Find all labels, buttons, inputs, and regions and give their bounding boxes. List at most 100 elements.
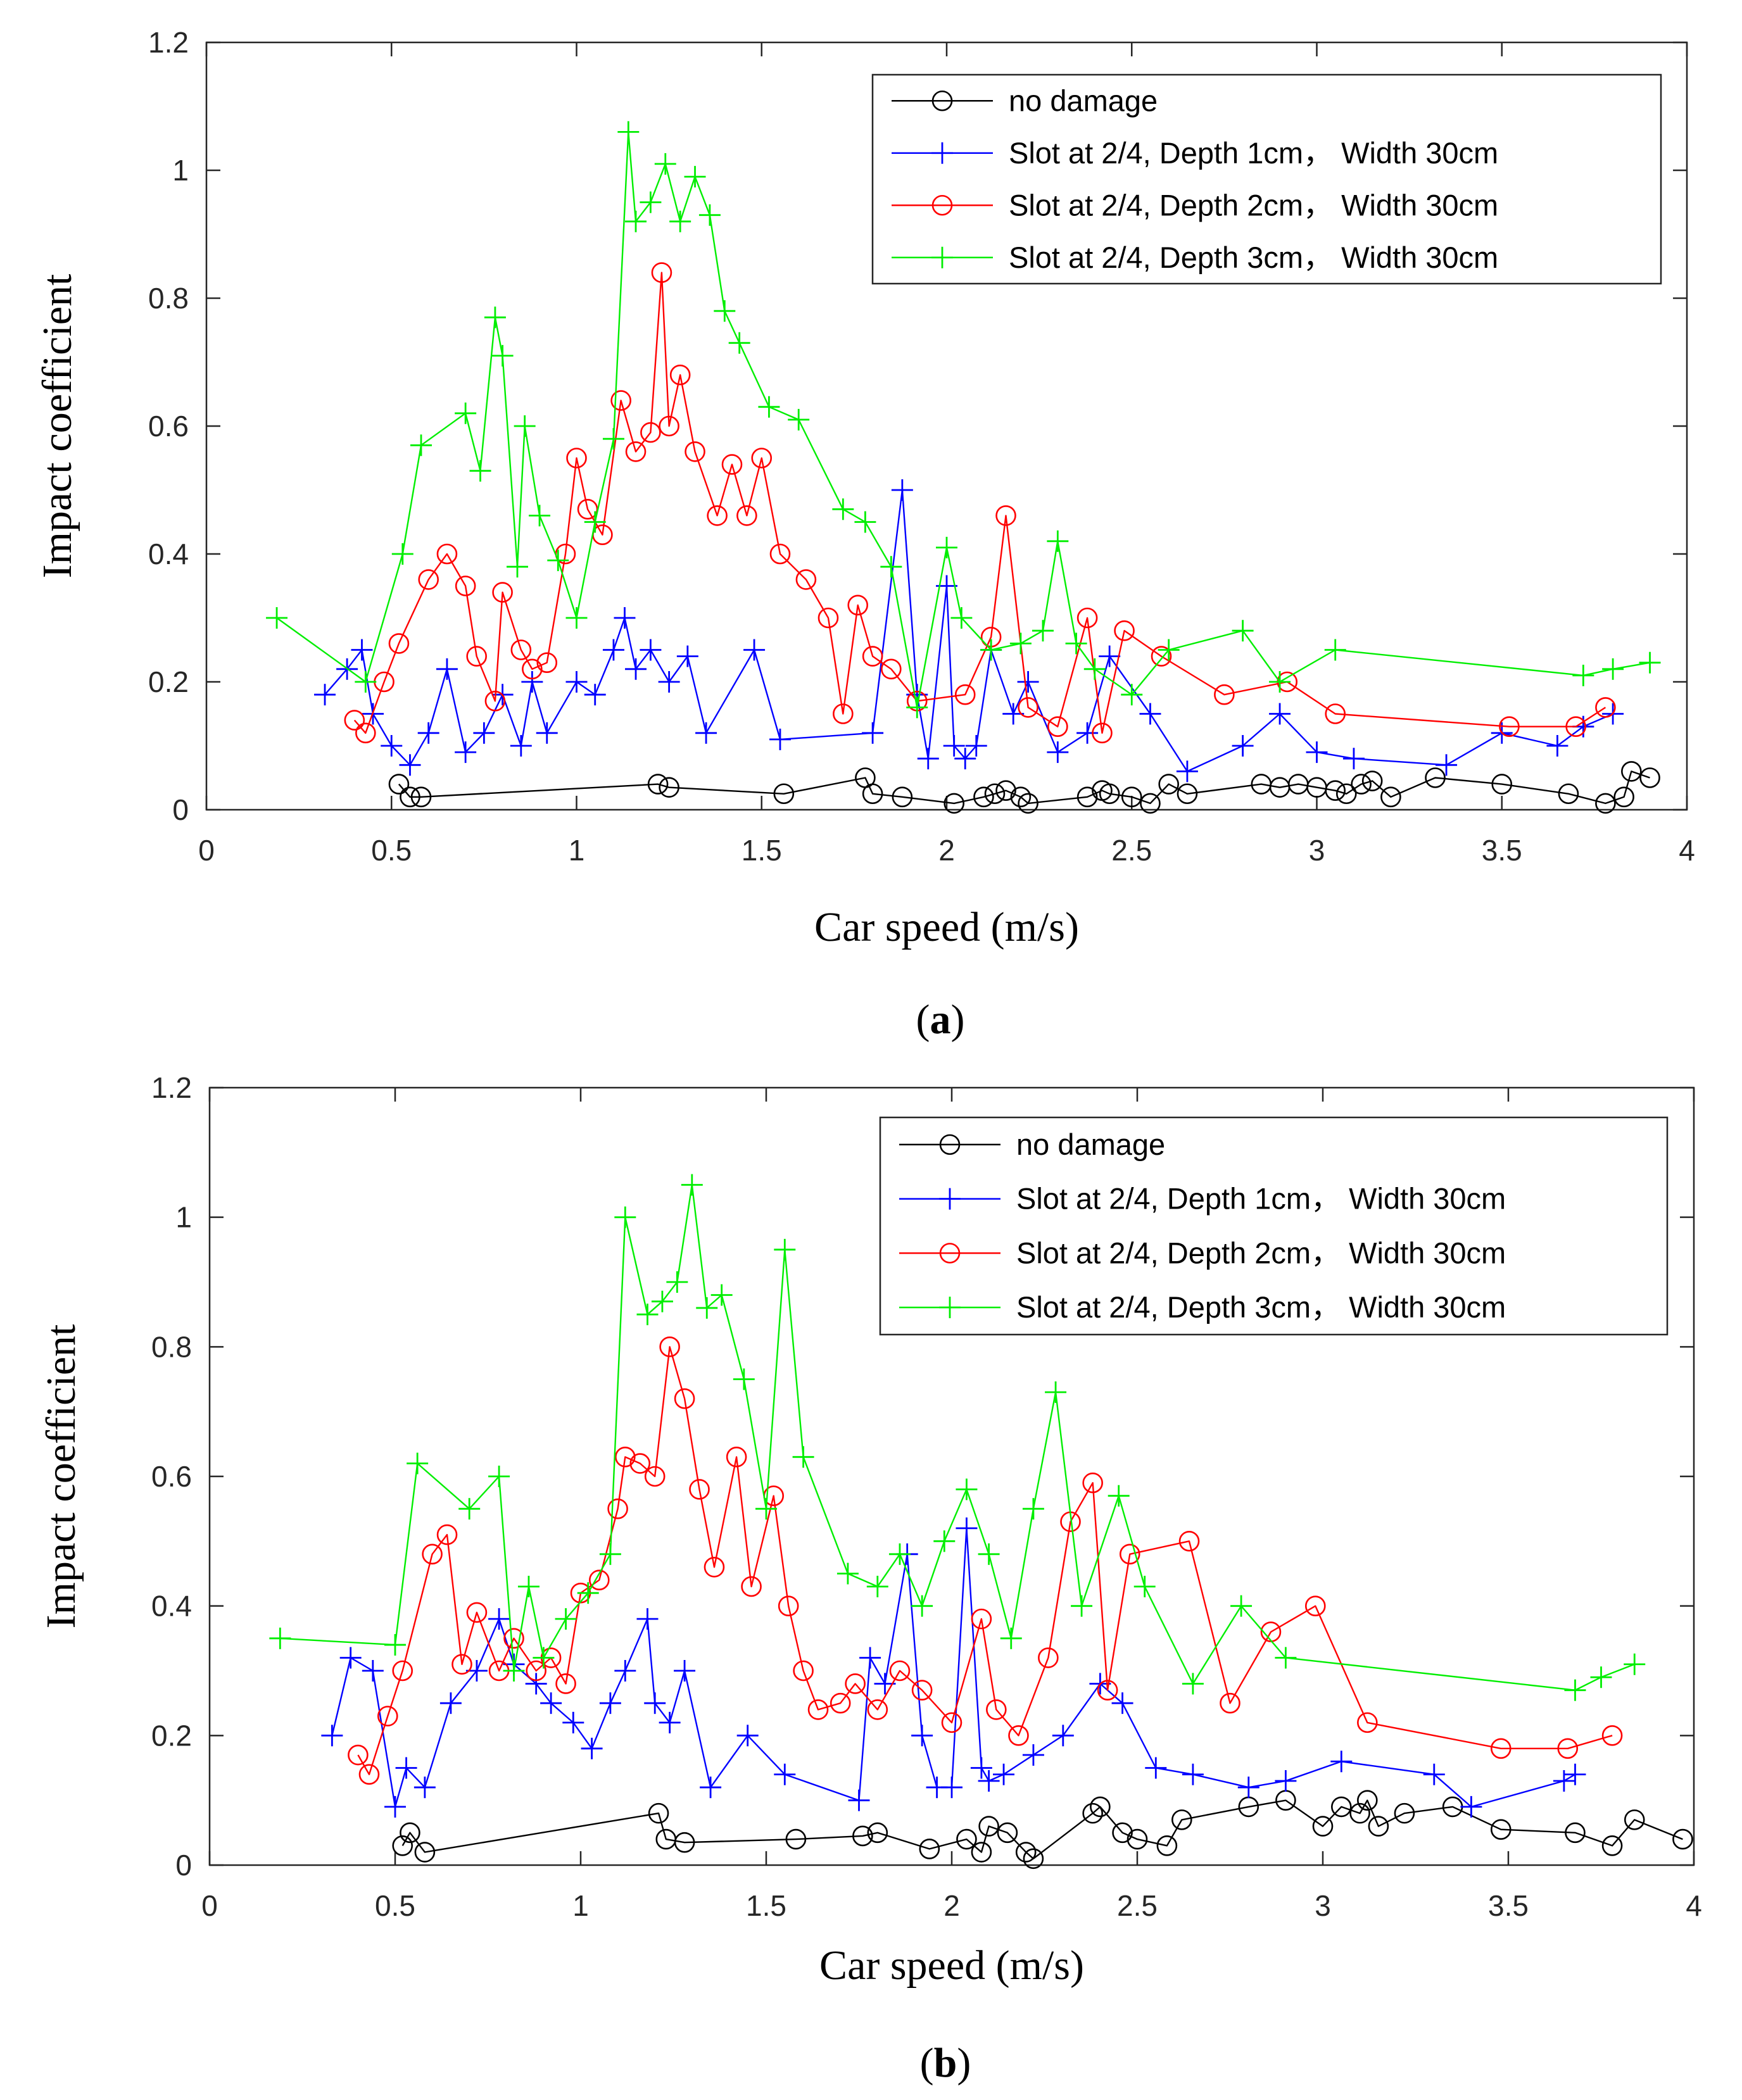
y-tick-label: 0 bbox=[172, 793, 189, 826]
data-point bbox=[986, 1699, 1007, 1720]
data-point bbox=[614, 1206, 636, 1228]
data-point bbox=[521, 671, 543, 693]
legend-entry: Slot at 2/4, Depth 1cm， Width 30cm bbox=[1016, 1182, 1506, 1216]
data-point bbox=[1083, 658, 1106, 680]
data-point bbox=[1324, 639, 1346, 661]
data-point bbox=[407, 1452, 429, 1474]
series-line bbox=[357, 1346, 1613, 1775]
x-tick-label: 4 bbox=[1686, 1889, 1702, 1922]
data-point bbox=[584, 511, 606, 533]
data-point bbox=[1182, 1673, 1204, 1695]
series-line bbox=[276, 131, 1650, 708]
data-point bbox=[954, 684, 976, 705]
data-point bbox=[836, 1562, 859, 1585]
data-point bbox=[555, 1673, 576, 1694]
data-point bbox=[455, 575, 476, 596]
data-point bbox=[1090, 1796, 1111, 1818]
data-point bbox=[751, 448, 773, 468]
data-point bbox=[1158, 639, 1180, 661]
data-point bbox=[891, 479, 913, 501]
data-point bbox=[1306, 741, 1328, 764]
data-point bbox=[1423, 1763, 1445, 1785]
data-point bbox=[1045, 1381, 1067, 1403]
data-point bbox=[707, 505, 728, 526]
data-point bbox=[978, 1543, 1000, 1565]
data-point bbox=[417, 722, 439, 744]
data-point bbox=[640, 639, 662, 661]
data-point bbox=[266, 607, 288, 629]
data-point bbox=[941, 1776, 963, 1799]
x-tick-label: 2.5 bbox=[1111, 834, 1152, 867]
data-point bbox=[1076, 786, 1098, 808]
data-point bbox=[1304, 1595, 1326, 1616]
y-tick-label: 1 bbox=[172, 154, 189, 187]
chart-panel-a: 0 0.5 1 1.5 2 2.5 3 3.5 4 0 0.2 0.4 0.6 0.8 1 1.2 Car sp… bbox=[34, 26, 1695, 1043]
data-point bbox=[533, 1647, 555, 1669]
data-point bbox=[503, 1660, 525, 1682]
data-point bbox=[1595, 793, 1616, 814]
data-point bbox=[1330, 1751, 1353, 1773]
data-point bbox=[1613, 786, 1634, 808]
data-point bbox=[602, 639, 624, 661]
data-point bbox=[1092, 722, 1113, 744]
data-point bbox=[956, 1478, 978, 1500]
data-point bbox=[391, 543, 413, 565]
data-point bbox=[984, 783, 1006, 805]
data-point bbox=[492, 582, 513, 603]
data-point bbox=[651, 1290, 673, 1312]
data-point bbox=[1325, 703, 1346, 724]
data-point bbox=[439, 1692, 462, 1714]
data-point bbox=[1099, 645, 1121, 667]
data-point bbox=[1127, 1828, 1148, 1850]
data-point bbox=[933, 1530, 956, 1552]
data-point bbox=[566, 448, 587, 468]
data-point bbox=[1121, 684, 1143, 706]
data-point bbox=[484, 691, 506, 712]
data-point bbox=[392, 1835, 413, 1856]
data-point bbox=[862, 783, 883, 805]
data-point bbox=[418, 569, 439, 590]
data-point bbox=[381, 735, 403, 757]
data-point bbox=[640, 422, 661, 443]
data-point bbox=[1595, 697, 1616, 718]
data-point bbox=[971, 1842, 992, 1863]
data-point bbox=[1047, 741, 1069, 764]
data-point bbox=[859, 1647, 881, 1669]
data-point bbox=[351, 639, 373, 661]
data-point bbox=[488, 1466, 510, 1487]
data-point bbox=[1357, 1790, 1378, 1811]
data-point bbox=[540, 1692, 562, 1714]
data-point bbox=[1357, 1712, 1378, 1733]
x-tick-label: 3 bbox=[1309, 834, 1325, 867]
x-tick-label: 2 bbox=[944, 1889, 960, 1922]
data-point bbox=[669, 210, 691, 232]
data-point bbox=[736, 505, 757, 526]
data-point bbox=[615, 1447, 636, 1468]
data-point bbox=[1601, 1835, 1623, 1856]
caption-paren-open: ( bbox=[916, 997, 930, 1043]
data-point bbox=[514, 415, 536, 437]
x-tick-label: 3 bbox=[1315, 1889, 1331, 1922]
y-tick-label: 1 bbox=[175, 1201, 192, 1234]
data-point bbox=[1112, 1822, 1133, 1844]
y-tick-label: 0.6 bbox=[151, 1460, 192, 1493]
data-point bbox=[978, 1816, 999, 1837]
data-point bbox=[1108, 1485, 1130, 1507]
data-point bbox=[1275, 1770, 1297, 1792]
data-point bbox=[1182, 1763, 1204, 1785]
legend-entry: Slot at 2/4, Depth 3cm， Width 30cm bbox=[1009, 241, 1498, 274]
data-point bbox=[674, 1660, 696, 1682]
legend-swatch-marker bbox=[939, 1297, 961, 1319]
data-point bbox=[562, 1711, 584, 1733]
data-point bbox=[1022, 1744, 1044, 1766]
data-point bbox=[1097, 1680, 1118, 1701]
data-point bbox=[636, 1304, 659, 1326]
data-point bbox=[644, 1466, 666, 1487]
data-point bbox=[388, 633, 410, 654]
data-point bbox=[413, 1776, 436, 1799]
y-tick-label: 0.6 bbox=[148, 410, 189, 443]
data-point bbox=[599, 1692, 621, 1714]
data-point bbox=[1590, 1666, 1612, 1688]
data-point bbox=[1624, 1653, 1646, 1675]
legend: no damage Slot at 2/4, Depth 1cm， Width 3… bbox=[871, 73, 1662, 285]
